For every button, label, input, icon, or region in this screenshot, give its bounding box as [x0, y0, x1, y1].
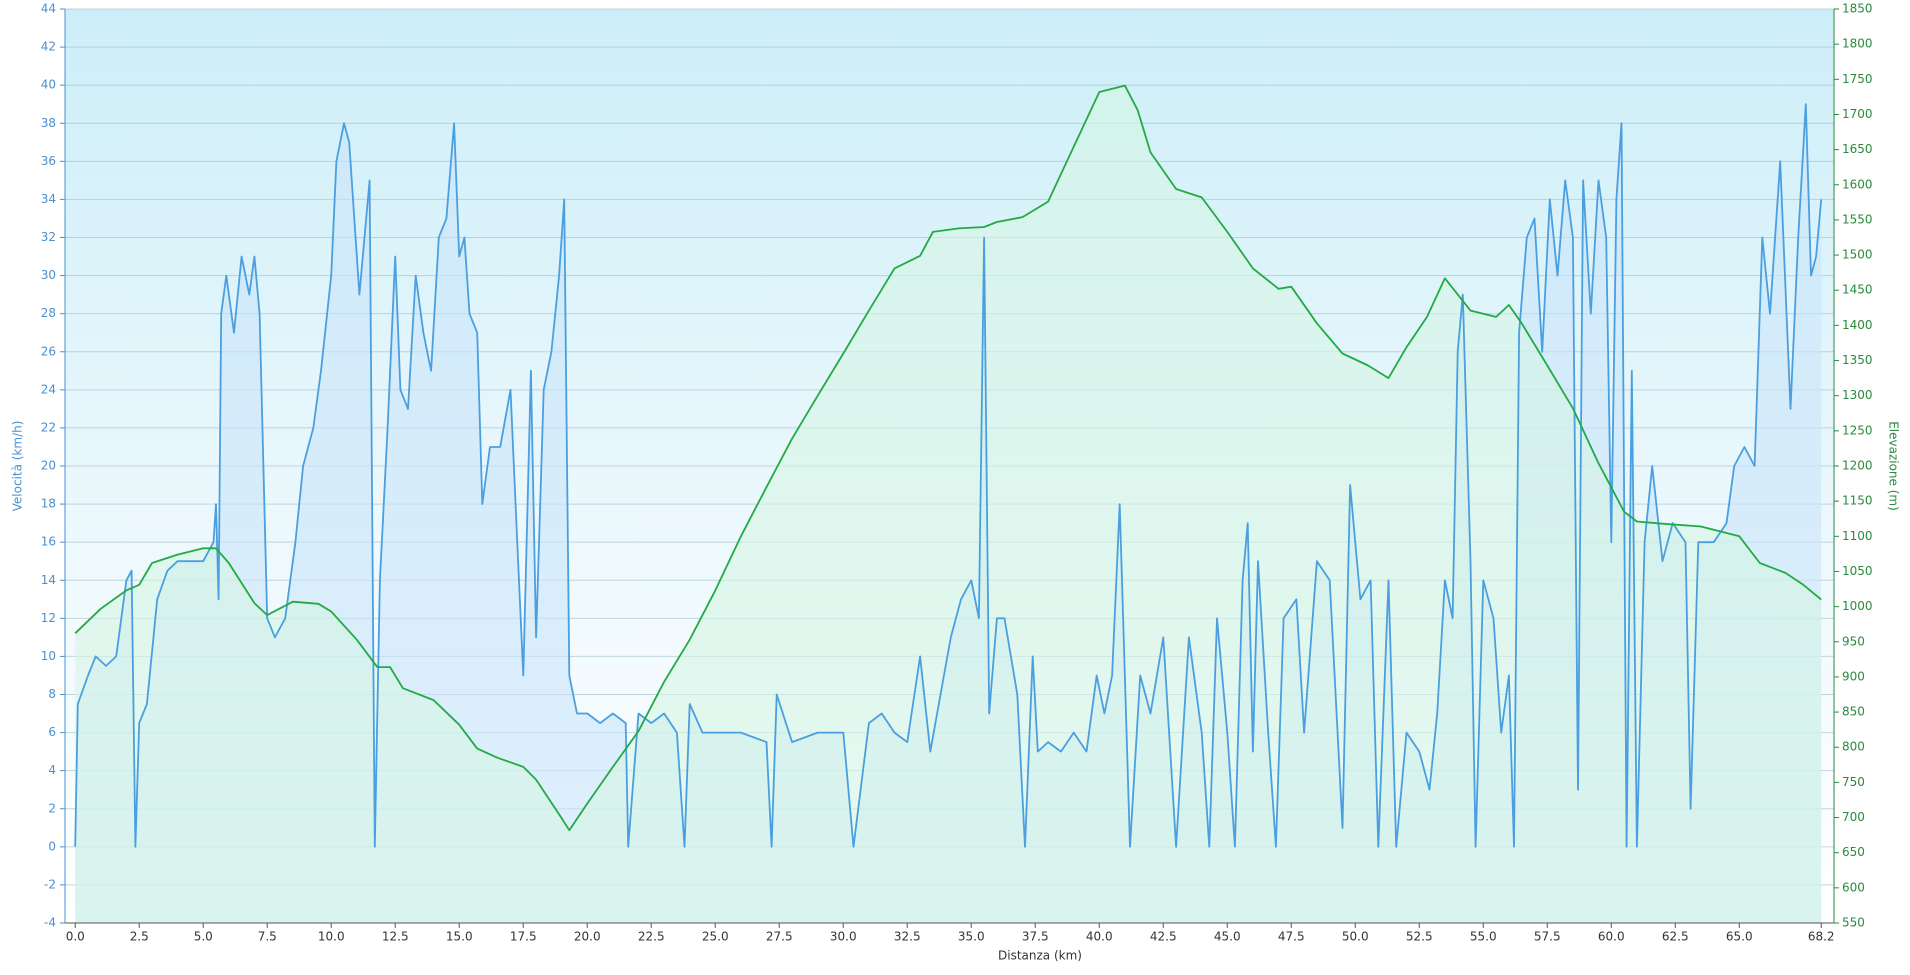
y-tick-label: 38 [41, 116, 56, 130]
y2-tick-label: 1850 [1842, 2, 1873, 16]
y2-tick-label: 1600 [1842, 177, 1873, 191]
x-tick-label: 57.5 [1534, 930, 1561, 944]
y-tick-label: 24 [41, 382, 56, 396]
y-tick-label: 4 [48, 763, 56, 777]
y-tick-label: 36 [41, 154, 56, 168]
x-tick-label: 25.0 [702, 930, 729, 944]
x-tick-label: 47.5 [1278, 930, 1305, 944]
x-tick-label: 22.5 [638, 930, 665, 944]
x-tick-label: 7.5 [258, 930, 277, 944]
y2-tick-label: 1250 [1842, 423, 1873, 437]
x-tick-label: 52.5 [1406, 930, 1433, 944]
line [74, 103, 1823, 848]
x-tick-label: 60.0 [1598, 930, 1625, 944]
y-tick-label: 10 [41, 649, 56, 663]
y2-axis-title: Elevazione (m) [1887, 421, 1901, 511]
y-tick-label: 20 [41, 459, 56, 473]
y2-tick-label: 1350 [1842, 353, 1873, 367]
area [75, 85, 1822, 924]
y2-tick-label: 1500 [1842, 248, 1873, 262]
x-tick-label: 5.0 [194, 930, 213, 944]
y-tick-label: 34 [41, 192, 56, 206]
y2-tick-label: 650 [1842, 845, 1865, 859]
y-tick-label: 42 [41, 40, 56, 54]
y-tick-label: 16 [41, 535, 56, 549]
x-tick-label: 20.0 [574, 930, 601, 944]
x-tick-label: 30.0 [830, 930, 857, 944]
y-tick-label: -2 [44, 877, 56, 891]
y2-tick-label: 1100 [1842, 529, 1873, 543]
x-tick-label: 62.5 [1662, 930, 1689, 944]
x-tick-label: 15.0 [446, 930, 473, 944]
y2-tick-label: 600 [1842, 880, 1865, 894]
line [74, 84, 1822, 832]
y-tick-label: 22 [41, 420, 56, 434]
y2-tick-label: 900 [1842, 669, 1865, 683]
y-tick-label: 18 [41, 497, 56, 511]
y-axis-title: Velocità (km/h) [11, 421, 25, 512]
y2-tick-label: 1150 [1842, 494, 1873, 508]
y2-tick-label: 800 [1842, 740, 1865, 754]
y2-tick-label: 750 [1842, 775, 1865, 789]
y2-tick-label: 850 [1842, 705, 1865, 719]
y2-tick-label: 1450 [1842, 283, 1873, 297]
y2-tick-label: 1050 [1842, 564, 1873, 578]
x-axis-title: Distanza (km) [998, 949, 1082, 963]
y-tick-label: 28 [41, 306, 56, 320]
y-tick-label: 30 [41, 268, 56, 282]
x-tick-label: 12.5 [382, 930, 409, 944]
y-tick-label: 8 [48, 687, 56, 701]
x-tick-label: 65.0 [1726, 930, 1753, 944]
x-tick-label: 37.5 [1022, 930, 1049, 944]
y2-tick-label: 1000 [1842, 599, 1873, 613]
x-tick-label: 32.5 [894, 930, 921, 944]
y-tick-label: 44 [41, 2, 56, 16]
y-tick-label: 40 [41, 78, 56, 92]
x-tick-label: 10.0 [318, 930, 345, 944]
y-tick-label: 6 [48, 725, 56, 739]
x-tick-label: 0.0 [66, 930, 85, 944]
y2-tick-label: 1750 [1842, 72, 1873, 86]
y-tick-label: 0 [48, 839, 56, 853]
y-tick-label: -4 [44, 916, 56, 930]
x-tick-label: 17.5 [510, 930, 537, 944]
x-tick-label: 55.0 [1470, 930, 1497, 944]
x-tick-label: 35.0 [958, 930, 985, 944]
y2-tick-label: 1400 [1842, 318, 1873, 332]
x-tick-label: 50.0 [1342, 930, 1369, 944]
x-tick-label: 42.5 [1150, 930, 1177, 944]
y-tick-label: 26 [41, 344, 56, 358]
x-tick-label: 68.2 [1808, 930, 1835, 944]
y-tick-label: 32 [41, 230, 56, 244]
y2-tick-label: 1550 [1842, 212, 1873, 226]
y2-tick-label: 1650 [1842, 142, 1873, 156]
y2-tick-label: 1700 [1842, 107, 1873, 121]
y2-tick-label: 1300 [1842, 388, 1873, 402]
y-tick-label: 2 [48, 801, 56, 815]
y2-tick-label: 1800 [1842, 37, 1873, 51]
y2-tick-label: 550 [1842, 916, 1865, 930]
x-tick-label: 2.5 [130, 930, 149, 944]
y2-tick-label: 700 [1842, 810, 1865, 824]
y-tick-label: 14 [41, 573, 56, 587]
y-tick-label: 12 [41, 611, 56, 625]
x-tick-label: 27.5 [766, 930, 793, 944]
y2-tick-label: 1200 [1842, 459, 1873, 473]
x-tick-label: 45.0 [1214, 930, 1241, 944]
y2-tick-label: 950 [1842, 634, 1865, 648]
x-tick-label: 40.0 [1086, 930, 1113, 944]
